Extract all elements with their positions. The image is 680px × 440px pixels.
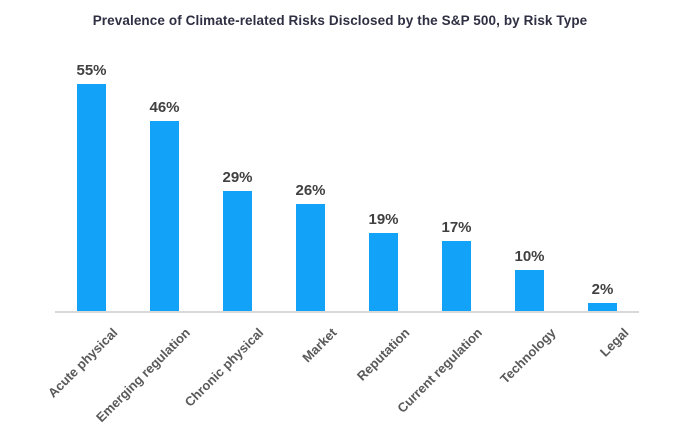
bar-column: 26% <box>274 183 347 311</box>
x-axis-label: Legal <box>596 325 632 360</box>
x-axis-line <box>55 311 639 313</box>
bar-column: 10% <box>493 249 566 311</box>
bar-value-label: 46% <box>149 99 180 116</box>
x-axis-label-cell: Legal <box>566 313 639 438</box>
chart-title: Prevalence of Climate-related Risks Disc… <box>92 13 588 28</box>
bar <box>223 191 252 311</box>
bar-column: 17% <box>420 220 493 311</box>
bar-value-label: 29% <box>222 169 253 186</box>
bar-column: 2% <box>566 282 639 311</box>
x-axis-label: Market <box>298 325 340 366</box>
bar-value-label: 26% <box>295 182 326 199</box>
x-axis-label-cell: Acute physical <box>45 313 128 438</box>
bar <box>296 204 325 311</box>
plot-area: 55% 46% 29% 26% 19% 17% 10% 2% <box>55 60 639 311</box>
bar <box>588 303 617 311</box>
bar-value-label: 2% <box>591 281 614 298</box>
bar-column: 19% <box>347 212 420 311</box>
bar <box>77 84 106 311</box>
bar-column: 46% <box>128 100 201 311</box>
bar <box>515 270 544 311</box>
bar <box>369 233 398 311</box>
bar-value-label: 17% <box>441 219 472 236</box>
bar <box>150 121 179 311</box>
bar-value-label: 55% <box>76 62 107 79</box>
x-axis-label: Technology <box>496 325 559 387</box>
bar-column: 29% <box>201 170 274 311</box>
bar-value-label: 10% <box>514 248 545 265</box>
x-axis-label: Reputation <box>353 325 413 384</box>
bar-value-label: 19% <box>368 211 399 228</box>
x-axis-label-cell: Chronic physical <box>181 313 274 438</box>
bar <box>442 241 471 311</box>
x-axis-label-cell: Emerging regulation <box>93 313 201 438</box>
x-axis-label-cell: Market <box>274 313 347 438</box>
x-axis-label-cell: Reputation <box>347 313 420 438</box>
x-axis-labels: Acute physical Emerging regulation Chronic… <box>45 313 639 438</box>
x-axis-label: Acute physical <box>44 325 121 401</box>
x-axis-label-cell: Current regulation <box>394 313 493 438</box>
x-axis-label-cell: Technology <box>493 313 566 438</box>
bar-column: 55% <box>55 63 128 311</box>
